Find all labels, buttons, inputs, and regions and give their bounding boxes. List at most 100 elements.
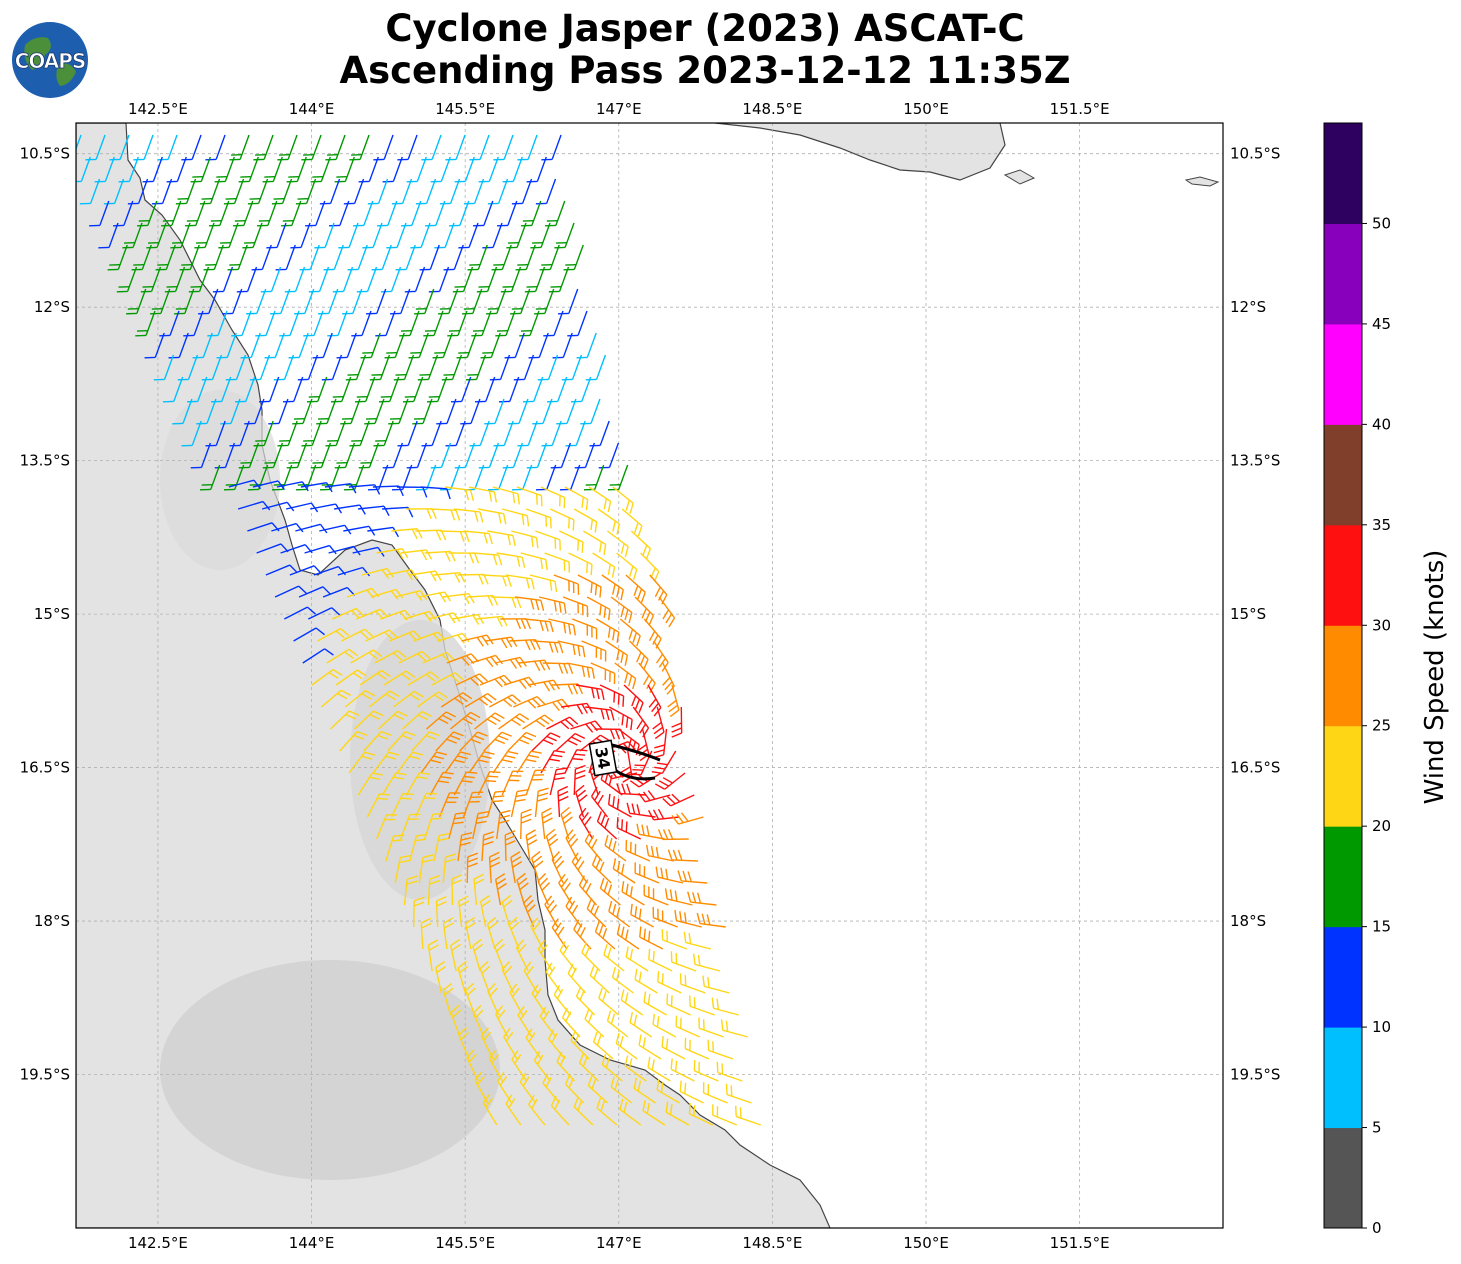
wind-barb bbox=[164, 266, 186, 293]
wind-barb bbox=[194, 222, 215, 249]
colorbar-tick-label: 30 bbox=[1372, 616, 1391, 634]
wind-barb bbox=[534, 288, 555, 315]
wind-barb bbox=[359, 669, 391, 686]
colorbar-bin bbox=[1324, 725, 1362, 827]
wind-barb bbox=[610, 1076, 633, 1104]
wind-barb bbox=[629, 1011, 653, 1038]
wind-barb bbox=[349, 420, 370, 447]
wind-barb bbox=[671, 706, 683, 738]
terrain-shade bbox=[350, 620, 490, 900]
wind-barb bbox=[238, 442, 260, 469]
wind-barb bbox=[606, 1010, 629, 1038]
wind-barb bbox=[379, 376, 400, 403]
wind-barb bbox=[89, 200, 110, 227]
wind-barb bbox=[560, 806, 573, 840]
wind-barb bbox=[172, 398, 193, 425]
wind-barb bbox=[538, 596, 567, 614]
wind-barb bbox=[545, 962, 562, 994]
wind-barb bbox=[394, 854, 412, 884]
wind-barb bbox=[720, 1019, 749, 1038]
lon-tick-label: 144°E bbox=[289, 100, 335, 118]
wind-barb bbox=[504, 830, 516, 862]
wind-barb bbox=[516, 750, 542, 774]
wind-barb bbox=[501, 961, 515, 994]
wind-barb bbox=[369, 354, 391, 381]
wind-barb bbox=[502, 442, 524, 469]
wind-barb bbox=[556, 1051, 575, 1082]
wind-barb bbox=[255, 310, 276, 337]
wind-barb bbox=[550, 442, 572, 469]
wind-barb bbox=[573, 508, 598, 533]
wind-barb bbox=[477, 508, 507, 525]
wind-barb bbox=[674, 909, 702, 928]
wind-barb bbox=[445, 420, 466, 447]
wind-barb bbox=[612, 486, 634, 514]
wind-barb bbox=[295, 523, 328, 534]
colorbar-tick-label: 20 bbox=[1372, 817, 1391, 835]
wind-barb bbox=[630, 530, 652, 559]
wind-barb bbox=[400, 549, 433, 561]
wind-barb bbox=[443, 244, 464, 271]
wind-barb bbox=[133, 134, 154, 161]
wind-barb bbox=[472, 938, 484, 972]
wind-barb bbox=[689, 995, 715, 1016]
wind-barb bbox=[187, 376, 208, 403]
wind-barb bbox=[526, 156, 547, 183]
wind-barb bbox=[476, 615, 508, 627]
wind-barb bbox=[427, 939, 439, 972]
wind-barb bbox=[598, 442, 620, 469]
wind-barb bbox=[355, 376, 376, 403]
wind-barb bbox=[420, 917, 432, 950]
wind-barb bbox=[261, 501, 295, 512]
wind-barb bbox=[616, 552, 638, 580]
wind-barb bbox=[336, 332, 357, 359]
wind-barb bbox=[702, 975, 730, 994]
wind-barb bbox=[549, 767, 568, 796]
wind-barb bbox=[509, 639, 541, 651]
wind-barb bbox=[603, 944, 625, 972]
wind-barb bbox=[396, 751, 424, 774]
wind-barb bbox=[214, 442, 236, 469]
wind-barb bbox=[468, 751, 495, 774]
wind-barb bbox=[463, 178, 485, 205]
lat-tick-label: 18°S bbox=[34, 912, 70, 930]
wind-barb bbox=[438, 792, 461, 818]
wind-barb bbox=[392, 690, 424, 708]
wind-barb bbox=[127, 178, 149, 205]
wind-barb bbox=[247, 178, 269, 205]
wind-barb bbox=[214, 156, 235, 183]
wind-barb bbox=[163, 376, 184, 403]
wind-barb bbox=[575, 986, 596, 1016]
wind-barb bbox=[98, 222, 119, 249]
wind-barb bbox=[361, 567, 394, 579]
wind-barb bbox=[591, 786, 609, 818]
wind-barb bbox=[619, 1098, 642, 1126]
wind-barb bbox=[535, 178, 557, 205]
wind-barb bbox=[229, 134, 250, 161]
wind-barb bbox=[485, 636, 518, 649]
wind-barb bbox=[578, 807, 594, 840]
wind-barb bbox=[304, 544, 337, 555]
wind-barb bbox=[253, 420, 274, 447]
lon-tick-label: 148.5°E bbox=[742, 1234, 802, 1252]
wind-barb bbox=[662, 793, 695, 807]
wind-barb bbox=[436, 398, 457, 425]
wind-barb bbox=[571, 852, 588, 884]
wind-barb bbox=[629, 640, 649, 670]
wind-barb bbox=[354, 710, 384, 730]
wind-barb bbox=[447, 310, 468, 337]
wind-barb bbox=[321, 354, 343, 381]
wind-barb bbox=[605, 640, 629, 666]
wind-barb bbox=[482, 222, 503, 249]
wind-barb bbox=[590, 662, 616, 685]
wind-barb bbox=[377, 200, 398, 227]
wind-barb bbox=[308, 607, 341, 620]
wind-barb bbox=[406, 156, 427, 183]
wind-barb bbox=[331, 376, 352, 403]
wind-barb bbox=[515, 244, 536, 271]
wind-barb bbox=[303, 310, 324, 337]
latitude-ticks-left: 10.5°S 12°S 13.5°S 15°S 16.5°S 18°S 19.5°S bbox=[20, 145, 70, 1084]
wind-barb bbox=[491, 596, 522, 609]
wind-barb bbox=[597, 508, 621, 535]
wind-barb bbox=[633, 1077, 656, 1104]
